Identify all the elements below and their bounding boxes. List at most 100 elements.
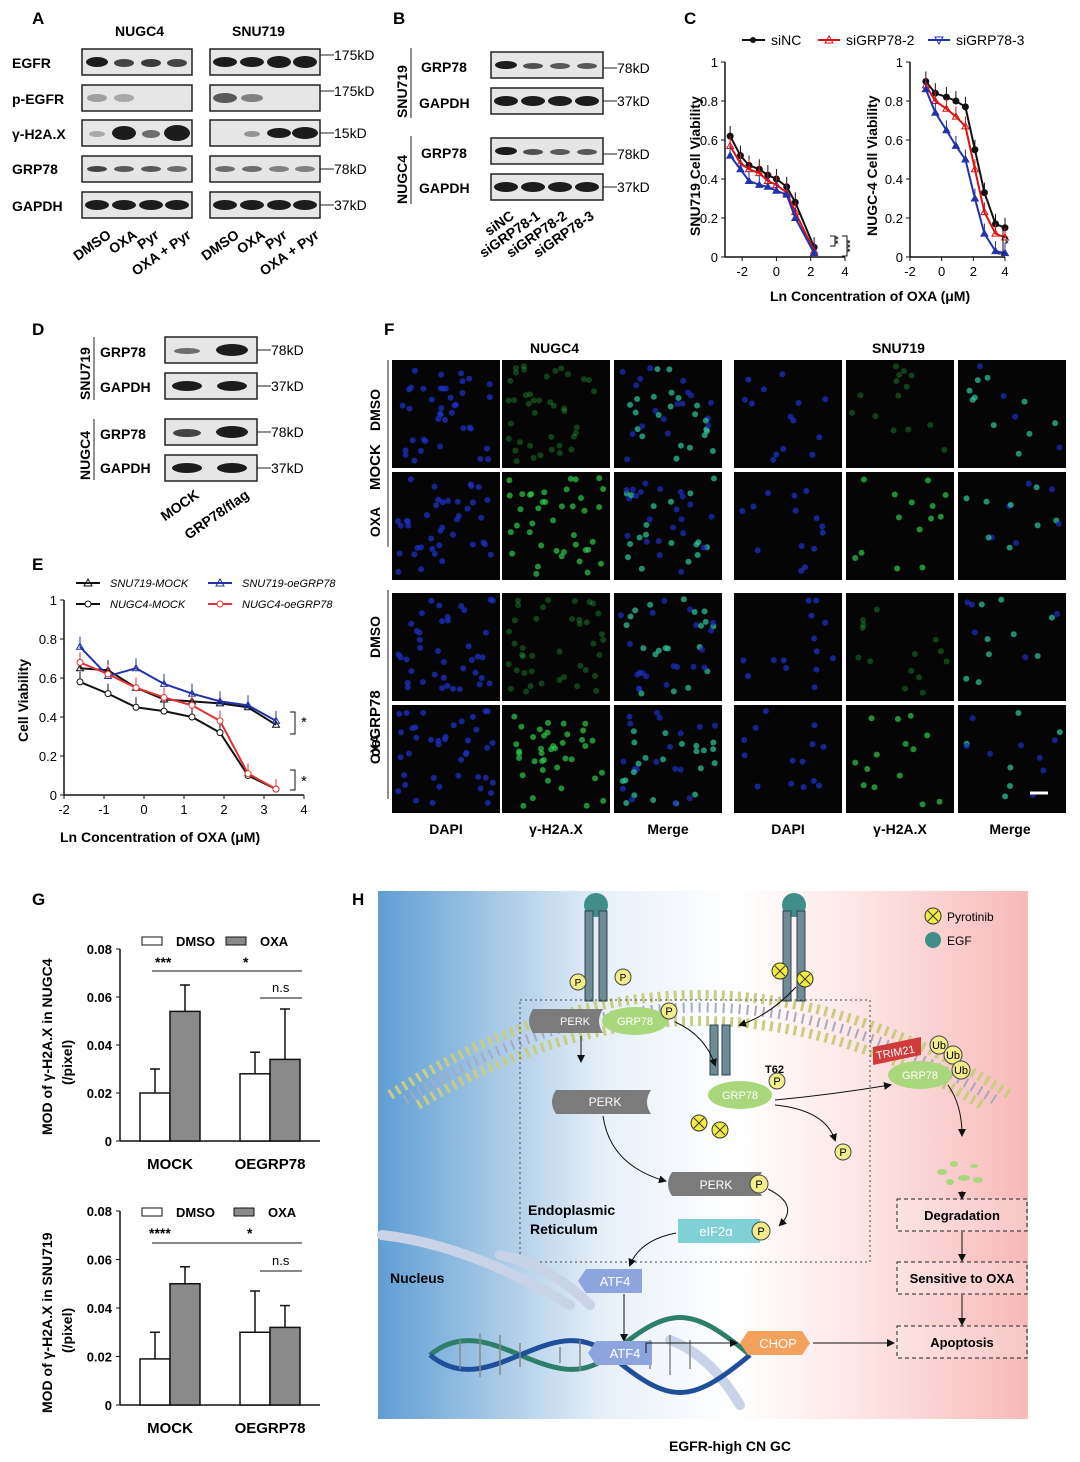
cell-spot	[538, 542, 545, 549]
cell-spot	[745, 673, 752, 680]
cell-spot	[626, 713, 633, 720]
cell-spot	[642, 480, 649, 487]
cell-spot	[660, 416, 667, 423]
cell-spot	[1007, 501, 1014, 508]
cell-spot	[1052, 420, 1059, 427]
cell-spot	[623, 799, 630, 806]
arrow	[774, 1104, 837, 1142]
x-tick-label: -2	[736, 264, 748, 279]
cell-spot	[1002, 793, 1009, 800]
cell-spot	[646, 516, 653, 523]
cell-spot	[440, 674, 447, 681]
cell-spot	[798, 567, 805, 574]
cell-spot	[1006, 782, 1013, 789]
cell-spot	[702, 618, 709, 625]
cell-spot	[548, 433, 555, 440]
cell-spot	[987, 750, 994, 757]
cell-spot	[468, 656, 475, 663]
microscopy-image	[502, 593, 610, 701]
cell-spot	[541, 489, 548, 496]
cell-spot	[489, 779, 496, 786]
cell-spot	[692, 411, 699, 418]
microscopy-image	[392, 360, 500, 468]
cell-spot	[788, 780, 795, 787]
cell-spot	[679, 400, 686, 407]
grp78-label: GRP78	[617, 1016, 653, 1028]
cell-spot	[484, 708, 491, 715]
sig-label: ***	[845, 239, 857, 253]
cell-spot	[512, 369, 519, 376]
y-tick-label: 0	[711, 250, 718, 265]
cell-spot	[592, 672, 599, 679]
cell-spot	[435, 648, 442, 655]
free-phosphate: P	[834, 1143, 852, 1161]
treatment-label: DMSO	[367, 616, 383, 658]
cell-spot	[675, 395, 682, 402]
cell-spot	[629, 431, 636, 438]
perk-label: PERK	[589, 1095, 622, 1109]
cell-spot	[556, 676, 563, 683]
degraded-fragments	[937, 1161, 983, 1185]
cell-spot	[963, 742, 970, 749]
panel-letter-f: F	[384, 320, 394, 339]
row-label: EGFR	[12, 55, 51, 71]
cell-spot	[521, 366, 528, 373]
chart-g-bottom: 0 0.02 0.04 0.06 0.08 MOCK OEGRP78	[87, 1204, 320, 1437]
cell-spot	[552, 367, 559, 374]
cell-spot	[860, 782, 867, 789]
cell-spot	[516, 750, 523, 757]
bar	[269, 1326, 301, 1406]
cell-spot	[456, 686, 463, 693]
p-label: P	[575, 978, 582, 989]
panel-h: H P P Pyrotinib EGF Endoplasmic Reticulu…	[352, 890, 1028, 1454]
cell-spot	[637, 488, 644, 495]
lane-label: OXA + Pyr	[257, 226, 323, 279]
data-point	[991, 229, 1000, 237]
legend-label: siGRP78-3	[956, 32, 1025, 48]
cell-spot	[413, 734, 420, 741]
cell-spot	[630, 728, 637, 735]
cell-spot	[708, 513, 715, 520]
cell-spot	[653, 758, 660, 765]
phospho-marker: P P	[569, 968, 632, 991]
column-label: DAPI	[771, 821, 804, 837]
cell-spot	[696, 723, 703, 730]
cell-spot	[418, 544, 425, 551]
cell-spot	[630, 769, 637, 776]
eif2a-label: eIF2α	[699, 1224, 733, 1239]
cell-spot	[541, 732, 548, 739]
grp78-label: GRP78	[722, 1090, 758, 1102]
data-point	[215, 698, 225, 707]
cell-spot	[449, 531, 456, 538]
cell-spot	[558, 365, 565, 372]
cell-spot	[628, 796, 635, 803]
cell-spot	[687, 501, 694, 508]
cell-spot	[638, 690, 645, 697]
cell-spot	[519, 651, 526, 658]
cell-spot	[680, 596, 687, 603]
data-point	[942, 104, 951, 112]
y-tick-label: 0.06	[87, 1253, 112, 1268]
cell-spot	[430, 774, 437, 781]
panel-letter-d: D	[32, 320, 44, 339]
cell-spot	[403, 709, 410, 716]
grp78-receptor-complex: GRP78 T62 P	[690, 1024, 786, 1139]
cell-spot	[822, 619, 829, 626]
cell-spot	[710, 739, 717, 746]
cell-spot	[792, 507, 799, 514]
cell-spot	[677, 766, 684, 773]
legend-g-top: DMSO OXA	[141, 934, 289, 949]
row-label: GRP78	[100, 426, 146, 442]
cell-spot	[411, 551, 418, 558]
cell-spot	[439, 685, 446, 692]
cell-spot	[810, 777, 817, 784]
cell-spot	[598, 631, 605, 638]
cell-spot	[429, 546, 436, 553]
cell-spot	[667, 403, 674, 410]
cell-spot	[479, 654, 486, 661]
cell-spot	[1007, 764, 1014, 771]
legend-label: DMSO	[176, 934, 215, 949]
cell-spot	[937, 513, 944, 520]
cell-spot	[483, 445, 490, 452]
column-label: γ-H2A.X	[873, 821, 927, 837]
